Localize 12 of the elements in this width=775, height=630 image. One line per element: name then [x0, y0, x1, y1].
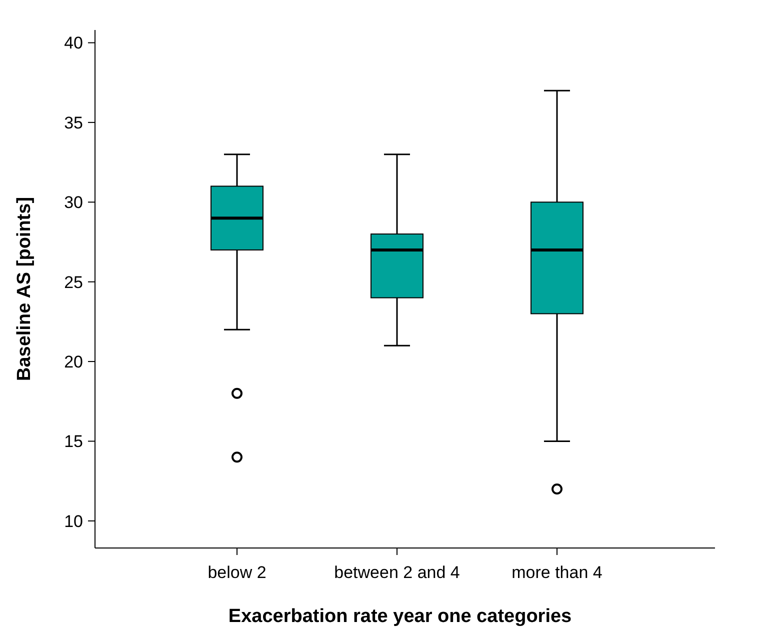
y-tick-label: 30 — [64, 193, 83, 212]
y-tick-label: 35 — [64, 113, 83, 132]
x-tick-label: more than 4 — [512, 563, 602, 582]
y-tick-label: 10 — [64, 512, 83, 531]
x-axis-title: Exacerbation rate year one categories — [228, 606, 572, 627]
y-tick-label: 40 — [64, 34, 83, 53]
y-tick-label: 15 — [64, 432, 83, 452]
y-tick-label: 25 — [64, 272, 83, 292]
y-axis-title: Baseline AS [points] — [14, 196, 35, 382]
x-tick-label: between 2 and 4 — [334, 563, 460, 582]
y-tick-label: 20 — [64, 352, 83, 372]
x-tick-label: below 2 — [208, 563, 266, 582]
